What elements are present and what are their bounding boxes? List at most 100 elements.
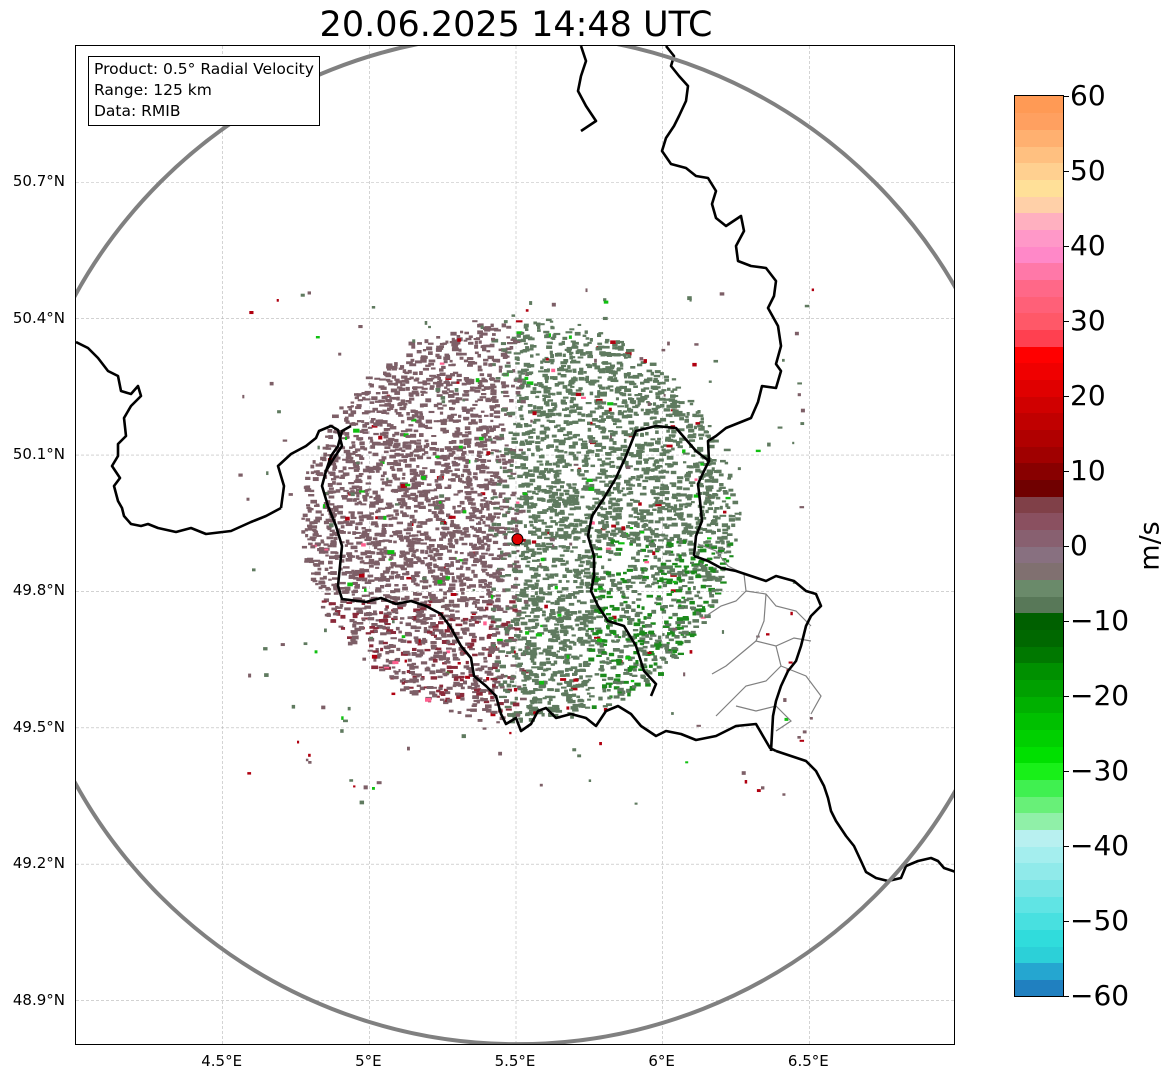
velocity-echo-pixel	[636, 475, 644, 479]
velocity-echo-pixel	[365, 514, 372, 519]
velocity-echo-pixel	[657, 390, 665, 395]
velocity-echo-pixel	[398, 459, 404, 462]
velocity-echo-pixel	[587, 341, 592, 344]
velocity-echo-pixel	[726, 540, 730, 544]
velocity-echo-pixel	[533, 405, 537, 410]
velocity-echo-pixel	[565, 331, 573, 334]
velocity-echo-pixel	[507, 475, 513, 478]
velocity-echo-pixel	[453, 677, 459, 681]
velocity-echo-pixel	[585, 351, 593, 355]
velocity-echo-pixel	[656, 533, 664, 537]
velocity-echo-pixel	[440, 598, 445, 603]
velocity-echo-pixel	[464, 485, 469, 489]
velocity-echo-pixel	[405, 453, 412, 458]
velocity-echo-pixel	[698, 561, 704, 564]
velocity-echo-pixel	[538, 455, 545, 459]
velocity-echo-pixel	[413, 541, 421, 545]
velocity-echo-pixel	[515, 524, 519, 528]
velocity-echo-pixel	[552, 671, 558, 675]
velocity-echo-pixel	[436, 402, 443, 406]
velocity-echo-pixel	[569, 507, 576, 511]
velocity-echo-pixel	[483, 443, 488, 448]
velocity-echo-pixel	[345, 452, 351, 456]
velocity-echo-pixel	[384, 395, 392, 398]
velocity-echo-pixel	[400, 420, 405, 424]
velocity-echo-pixel	[544, 477, 550, 481]
velocity-echo-pixel	[521, 551, 525, 555]
velocity-echo-pixel	[696, 483, 704, 487]
velocity-echo-pixel	[455, 341, 459, 345]
velocity-echo-pixel	[631, 532, 638, 535]
velocity-echo-pixel	[480, 665, 488, 668]
radar-map[interactable]	[75, 45, 955, 1045]
velocity-echo-pixel	[651, 492, 658, 496]
velocity-echo-pixel	[662, 534, 669, 537]
velocity-echo-pixel	[577, 556, 584, 560]
velocity-echo-pixel	[659, 493, 665, 497]
velocity-echo-pixel	[487, 564, 493, 567]
velocity-echo-pixel	[575, 389, 582, 392]
velocity-echo-pixel	[610, 432, 616, 437]
velocity-echo-pixel	[318, 580, 325, 583]
velocity-echo-pixel	[520, 594, 524, 597]
velocity-echo-pixel	[378, 435, 383, 440]
velocity-echo-pixel	[662, 484, 669, 488]
velocity-echo-pixel	[556, 707, 560, 711]
velocity-echo-pixel	[612, 441, 617, 445]
velocity-echo-pixel	[411, 537, 418, 541]
velocity-echo-pixel	[625, 656, 631, 660]
velocity-echo-pixel	[482, 535, 490, 540]
velocity-echo-pixel	[457, 338, 461, 342]
velocity-echo-pixel	[344, 432, 350, 436]
velocity-echo-pixel	[613, 422, 617, 426]
velocity-echo-pixel	[449, 631, 455, 636]
velocity-echo-pixel	[529, 709, 534, 712]
velocity-echo-pixel	[671, 434, 675, 438]
velocity-echo-pixel	[396, 498, 404, 502]
velocity-echo-pixel	[535, 527, 542, 532]
velocity-echo-pixel	[569, 351, 574, 355]
velocity-echo-pixel	[628, 618, 635, 622]
velocity-echo-pixel	[308, 559, 313, 562]
velocity-echo-pixel	[545, 412, 550, 417]
velocity-echo-pixel	[483, 660, 488, 663]
velocity-echo-pixel	[412, 690, 419, 693]
velocity-echo-pixel	[488, 377, 496, 380]
velocity-echo-pixel	[477, 484, 484, 487]
velocity-echo-pixel	[431, 497, 435, 501]
velocity-echo-pixel	[651, 658, 658, 662]
velocity-echo-pixel	[610, 532, 615, 536]
velocity-echo-pixel	[342, 495, 348, 500]
velocity-echo-pixel	[597, 597, 603, 601]
velocity-echo-pixel	[582, 464, 589, 467]
velocity-echo-pixel	[370, 561, 375, 565]
velocity-echo-pixel	[386, 611, 392, 616]
velocity-echo-pixel	[486, 471, 494, 474]
velocity-echo-pixel	[548, 506, 554, 509]
velocity-echo-pixel	[571, 359, 577, 363]
velocity-echo-pixel	[416, 613, 423, 617]
velocity-echo-pixel	[448, 709, 454, 713]
velocity-echo-pixel	[406, 576, 413, 580]
velocity-echo-pixel	[626, 525, 631, 529]
velocity-echo-pixel	[525, 334, 530, 338]
velocity-echo-pixel	[436, 374, 441, 377]
velocity-echo-pixel	[629, 427, 633, 430]
velocity-echo-pixel	[631, 575, 636, 580]
velocity-echo-pixel	[504, 535, 508, 540]
velocity-echo-pixel	[666, 593, 673, 596]
velocity-echo-pixel	[563, 414, 571, 418]
velocity-echo-pixel	[547, 575, 555, 579]
velocity-echo-pixel	[544, 528, 550, 532]
velocity-echo-pixel	[443, 688, 448, 692]
velocity-echo-pixel	[661, 448, 666, 452]
velocity-echo-pixel	[666, 539, 673, 542]
velocity-echo-pixel	[624, 356, 628, 359]
velocity-echo-pixel	[381, 578, 388, 582]
velocity-echo-pixel	[439, 572, 443, 576]
velocity-echo-pixel	[617, 529, 624, 534]
velocity-echo-pixel	[572, 709, 579, 712]
velocity-echo-pixel	[543, 668, 549, 672]
velocity-echo-pixel	[354, 631, 358, 635]
velocity-echo-pixel	[434, 515, 440, 518]
